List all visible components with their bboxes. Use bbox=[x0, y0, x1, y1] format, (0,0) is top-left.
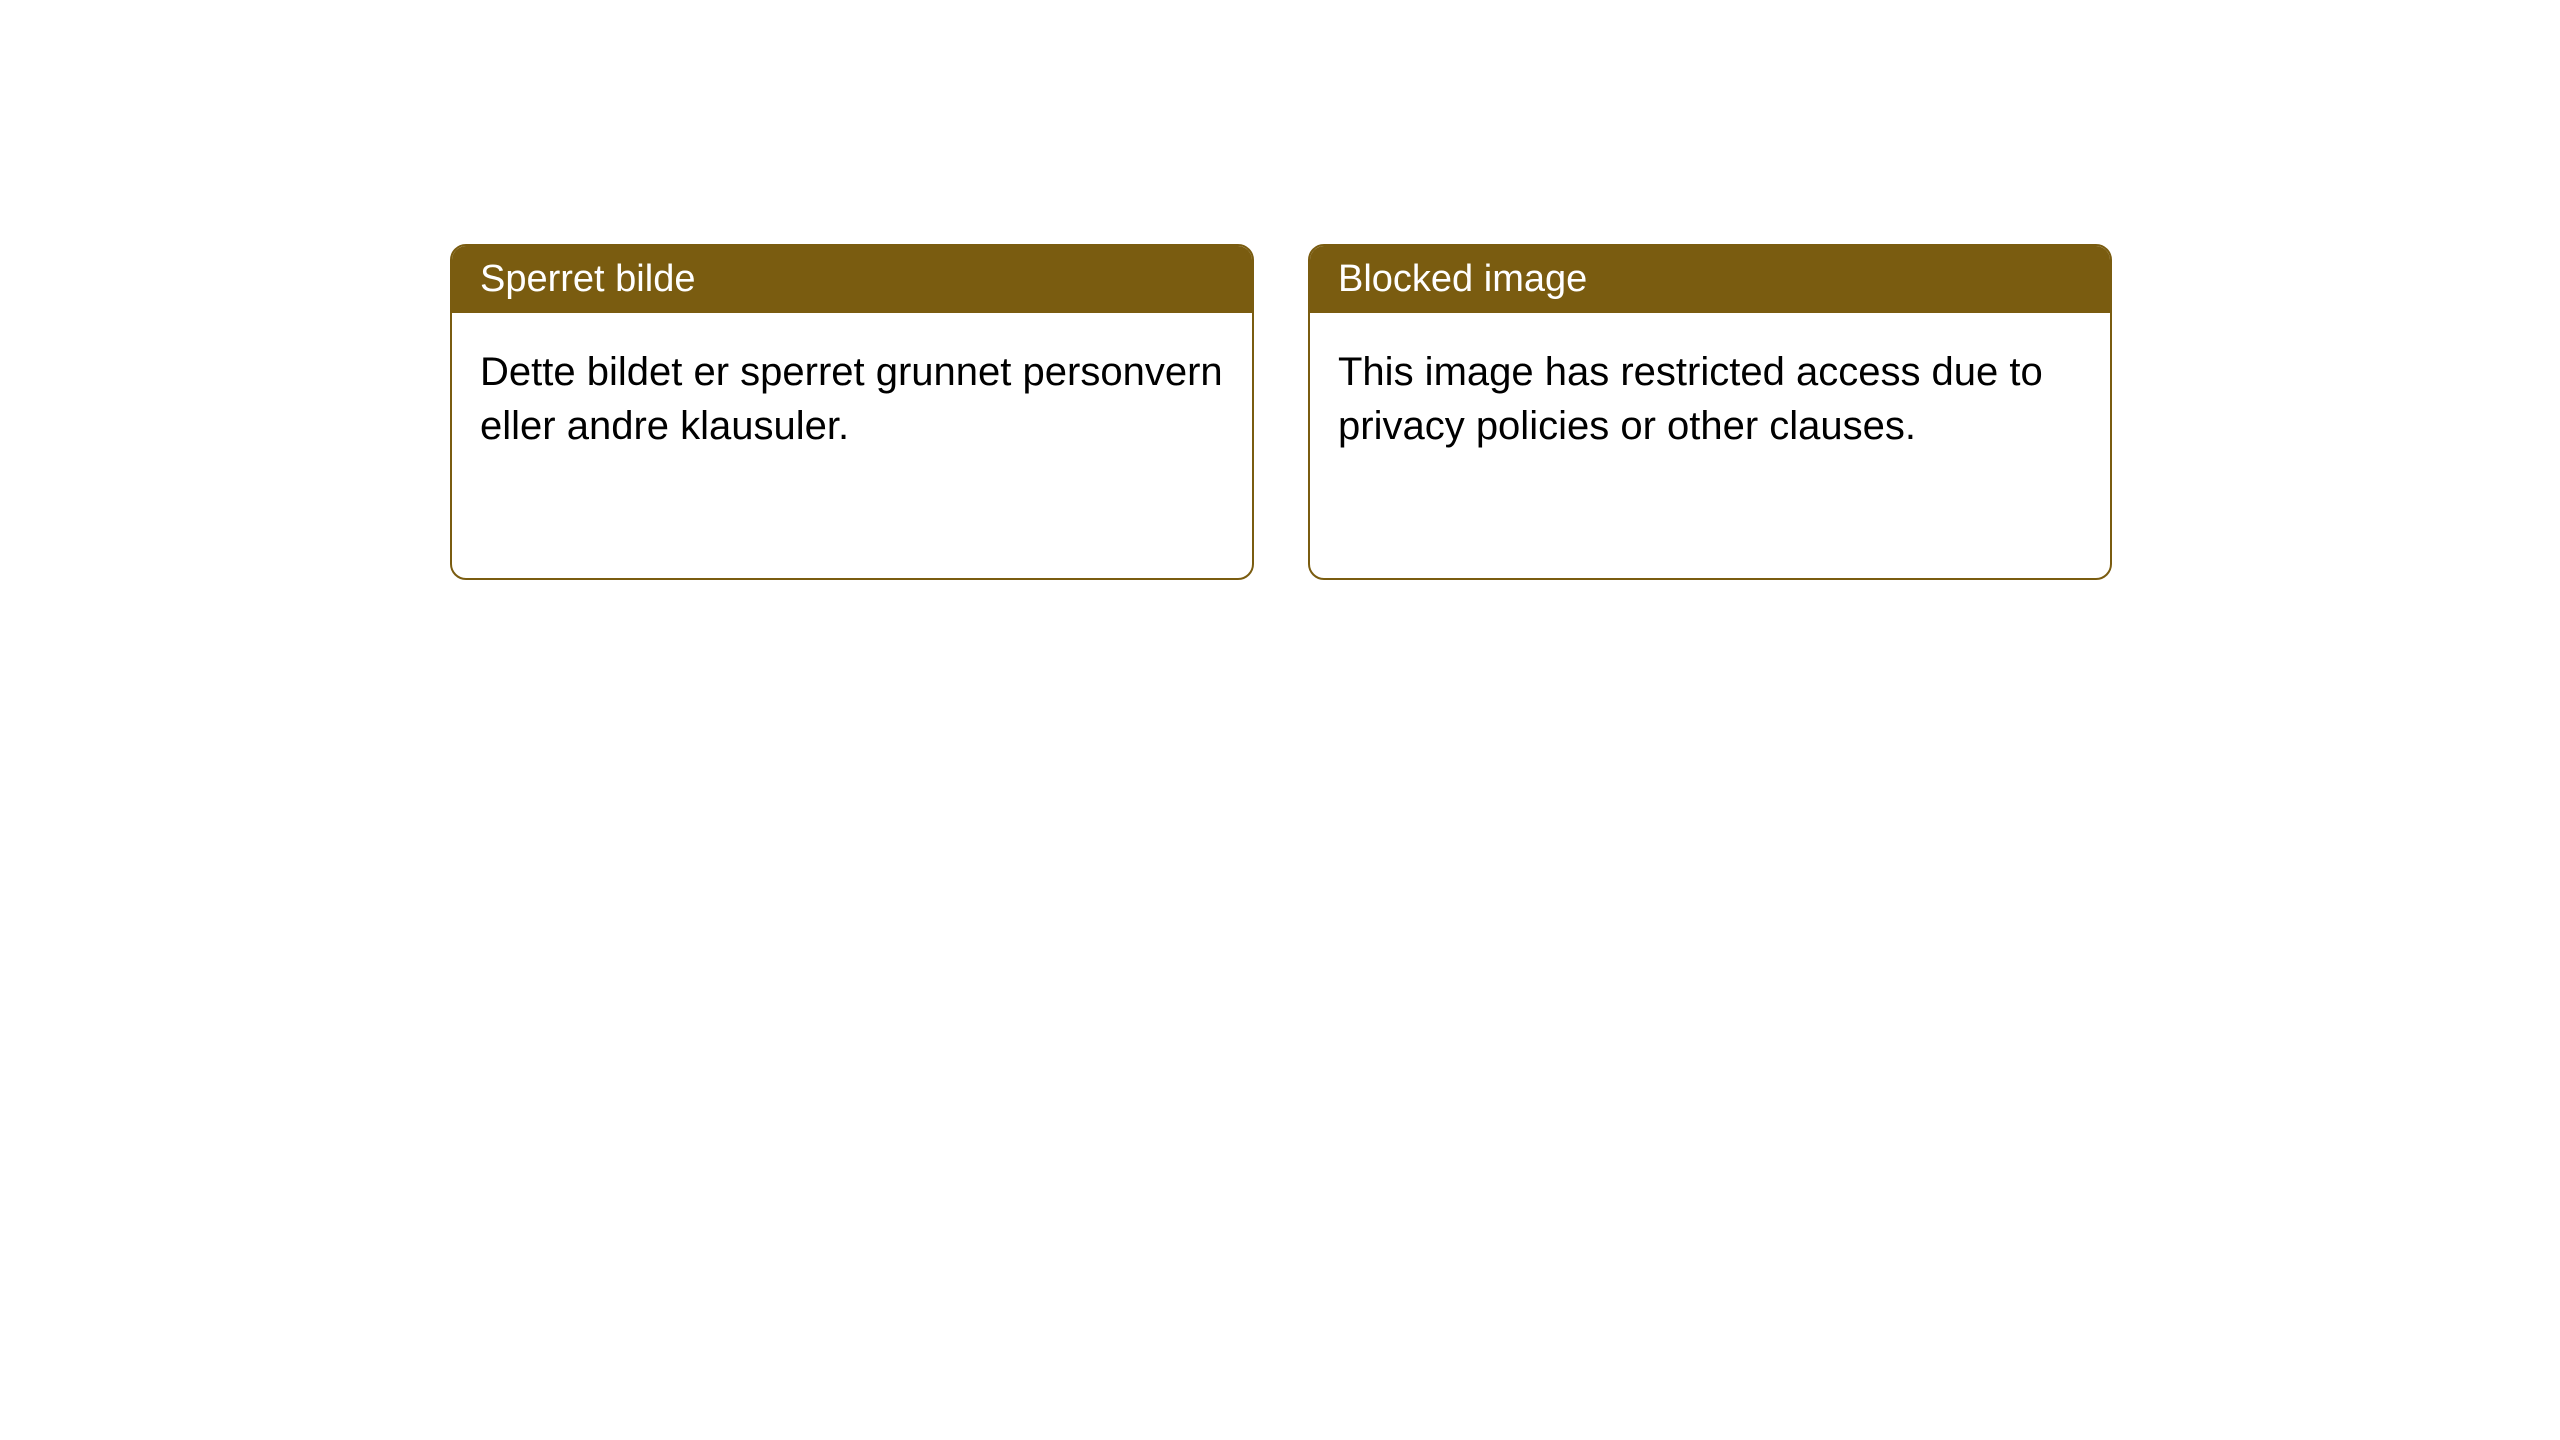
notice-card-header: Sperret bilde bbox=[452, 246, 1252, 313]
notice-card-english: Blocked image This image has restricted … bbox=[1308, 244, 2112, 580]
notice-card-body: This image has restricted access due to … bbox=[1310, 313, 2110, 485]
notice-card-header: Blocked image bbox=[1310, 246, 2110, 313]
notice-card-norwegian: Sperret bilde Dette bildet er sperret gr… bbox=[450, 244, 1254, 580]
notice-cards-container: Sperret bilde Dette bildet er sperret gr… bbox=[450, 244, 2112, 580]
notice-card-body: Dette bildet er sperret grunnet personve… bbox=[452, 313, 1252, 485]
